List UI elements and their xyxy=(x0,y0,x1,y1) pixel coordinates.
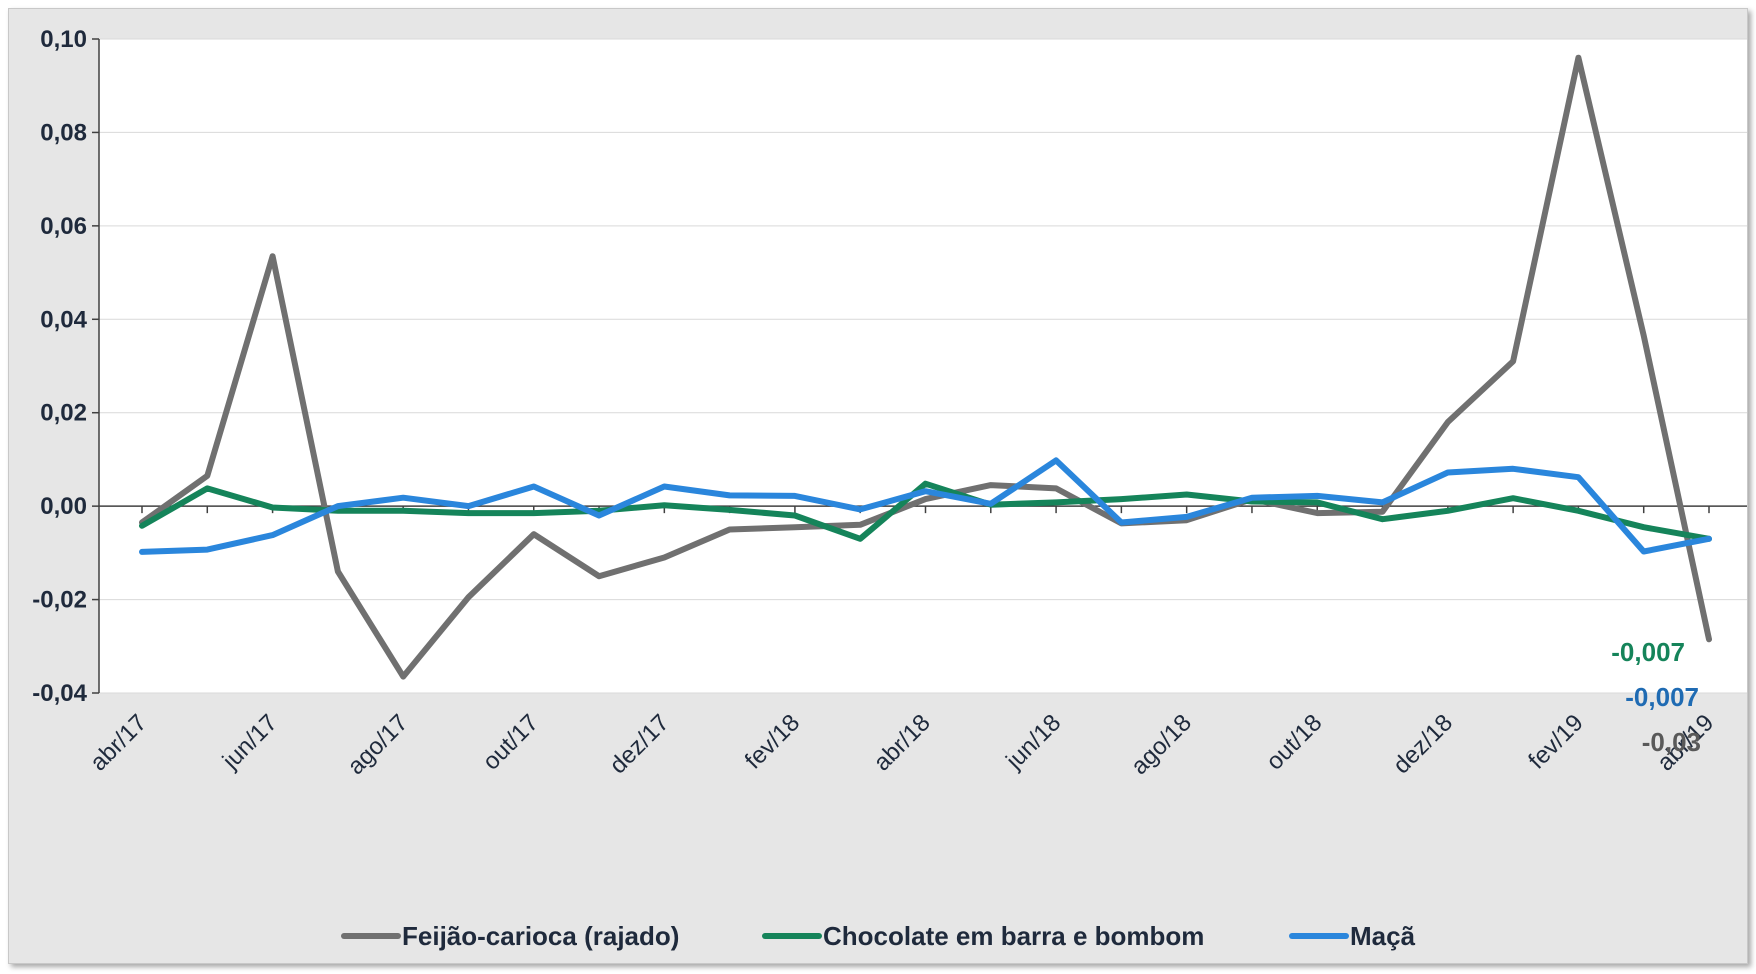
plot-area xyxy=(99,39,1747,693)
line-chart: 0,10 0,08 0,06 0,04 0,02 0,00 -0,02 -0,04 abr/1… xyxy=(32,26,1747,951)
y-tick-label: -0,02 xyxy=(32,587,87,614)
x-tick-label: out/17 xyxy=(478,709,544,775)
series-line xyxy=(139,54,1712,680)
legend-label: Maçã xyxy=(1350,921,1416,951)
y-tick-label: 0,04 xyxy=(40,306,87,333)
y-tick-label: 0,08 xyxy=(40,119,87,146)
x-tick-label: jun/18 xyxy=(1000,709,1066,775)
y-tick-label: 0,06 xyxy=(40,213,87,240)
legend-label: Feijão-carioca (rajado) xyxy=(402,921,679,951)
end-labels: -0,03 -0,007 -0,007 xyxy=(1611,637,1701,757)
x-tick-label: ago/18 xyxy=(1126,709,1197,780)
legend: Feijão-carioca (rajado) Chocolate em barr… xyxy=(341,921,1416,951)
legend-label: Chocolate em barra e bombom xyxy=(823,921,1204,951)
series-lines xyxy=(139,54,1712,680)
gridlines xyxy=(99,38,1747,694)
series-line xyxy=(139,457,1712,555)
x-tick-label: abr/17 xyxy=(85,709,152,776)
x-tick-label: fev/19 xyxy=(1523,709,1588,774)
y-tick-label: 0,02 xyxy=(40,400,87,427)
x-tick-label: fev/18 xyxy=(740,709,805,774)
x-tick-label: abr/18 xyxy=(869,709,936,776)
end-label: -0,007 xyxy=(1611,637,1685,667)
end-label: -0,007 xyxy=(1625,682,1699,712)
y-tick-label: -0,04 xyxy=(32,680,87,707)
x-tick-label: out/18 xyxy=(1261,709,1327,775)
x-tick-label: dez/17 xyxy=(605,709,675,779)
series-line xyxy=(139,480,1712,542)
x-tick-label: ago/17 xyxy=(342,709,413,780)
y-tick-label: 0,10 xyxy=(40,26,87,53)
x-tick-label: dez/18 xyxy=(1388,709,1458,779)
chart-frame: 0,10 0,08 0,06 0,04 0,02 0,00 -0,02 -0,04 abr/1… xyxy=(8,8,1748,964)
x-tick-label: jun/17 xyxy=(217,709,283,775)
end-label: -0,03 xyxy=(1642,727,1701,757)
y-axis-ticks: 0,10 0,08 0,06 0,04 0,02 0,00 -0,02 -0,04 xyxy=(32,26,99,707)
y-tick-label: 0,00 xyxy=(40,493,87,520)
